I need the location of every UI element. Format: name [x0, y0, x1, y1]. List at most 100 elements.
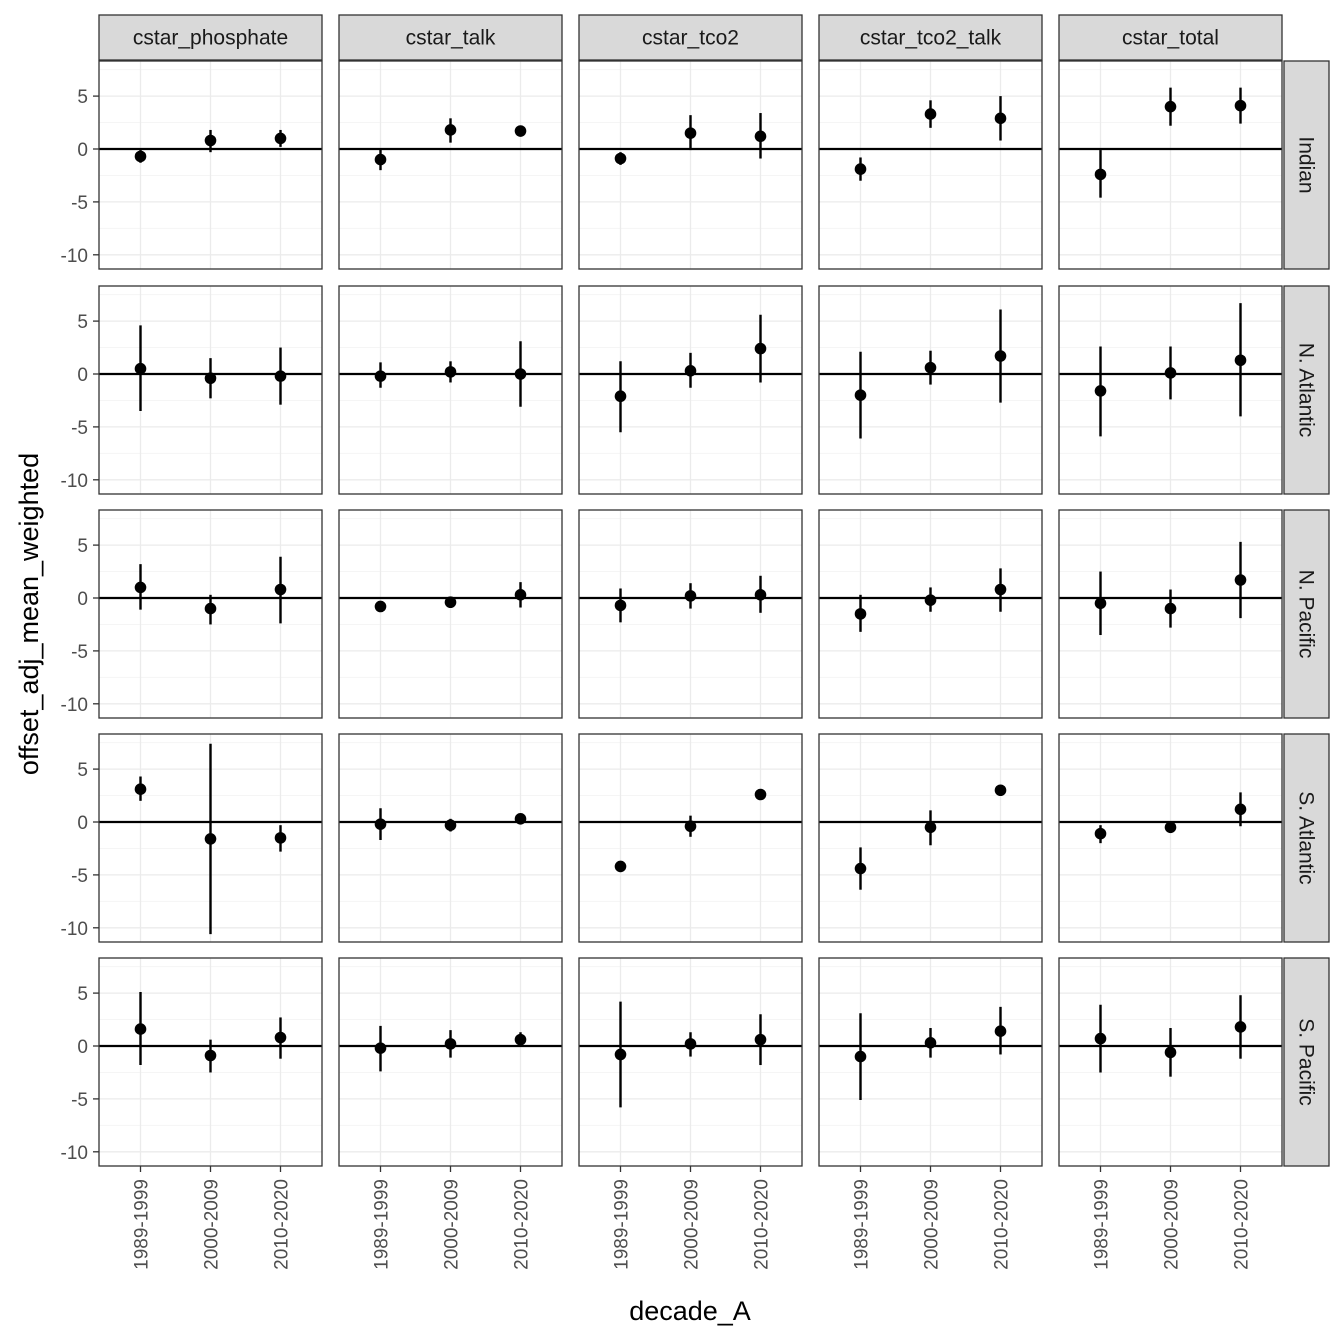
data-point [924, 361, 937, 374]
data-point [994, 784, 1007, 797]
axis-layer: cstar_phosphate cstar_talk cstar_tco2 cstar… [61, 14, 1330, 1270]
y-tick-label: 0 [77, 365, 88, 386]
panel-cstar_tco2-npacific [579, 510, 802, 718]
y-tick-label: 5 [77, 760, 88, 781]
x-tick-label: 1989-1999 [132, 1179, 153, 1270]
data-point [684, 365, 697, 377]
panel-border [818, 60, 1043, 270]
data-point [134, 581, 147, 594]
data-point [134, 150, 147, 163]
data-point [444, 819, 457, 831]
y-tick-label: -5 [71, 1090, 88, 1111]
row-strip-label: N. Pacific [1295, 570, 1318, 659]
panel-cstar_phosphate-indian [99, 61, 322, 269]
y-tick-label: -5 [71, 418, 88, 439]
row-strip [1283, 733, 1330, 943]
x-tick-label: 2010-2020 [1232, 1179, 1253, 1270]
data-point [374, 1042, 387, 1054]
data-point [374, 153, 387, 166]
panel-cstar_talk-natlantic [339, 286, 562, 494]
panel-cstar_talk-satlantic [339, 734, 562, 942]
data-point [274, 832, 287, 844]
panel-cstar_tco2_talk-natlantic [819, 286, 1042, 494]
data-point [854, 389, 867, 401]
data-point [374, 818, 387, 830]
data-point [614, 599, 627, 612]
y-axis-title: offset_adj_mean_weighted [14, 453, 44, 775]
data-point [1234, 803, 1247, 816]
data-point [134, 783, 147, 796]
data-point [1234, 1021, 1247, 1033]
column-strip [338, 14, 563, 61]
data-point [1164, 821, 1177, 834]
data-point [134, 362, 147, 375]
y-tick-label: -10 [61, 695, 88, 716]
panel-cstar_tco2-spacific [579, 958, 802, 1166]
data-point [134, 1023, 147, 1035]
y-tick-label: 5 [77, 87, 88, 108]
data-point [274, 132, 287, 145]
panel-border [98, 60, 323, 270]
panel-cstar_talk-spacific [339, 958, 562, 1166]
data-point [444, 366, 457, 378]
data-point [444, 596, 457, 609]
row-strip-label: N. Atlantic [1295, 343, 1318, 438]
y-tick-label: -5 [71, 642, 88, 663]
data-point [1094, 168, 1107, 181]
data-point [514, 589, 527, 601]
row-strip-label: Indian [1295, 136, 1318, 193]
panel-border [1058, 60, 1283, 270]
data-point [754, 130, 767, 143]
data-point [1234, 354, 1247, 367]
data-point [1094, 1032, 1107, 1045]
y-tick-label: -5 [71, 866, 88, 887]
data-point [924, 594, 937, 606]
row-strip [1283, 285, 1330, 495]
y-tick-label: -10 [61, 471, 88, 492]
data-point [204, 602, 217, 615]
row-strip [1283, 509, 1330, 719]
data-point [274, 370, 287, 382]
panel-border [338, 285, 563, 495]
panel-cstar_tco2-satlantic [579, 734, 802, 942]
panel-border [98, 509, 323, 719]
panel-border [98, 285, 323, 495]
x-tick-label: 1989-1999 [372, 1179, 393, 1270]
y-tick-label: 5 [77, 984, 88, 1005]
column-strip-label: cstar_total [1122, 27, 1219, 50]
x-tick-label: 2000-2009 [442, 1179, 463, 1270]
data-point [854, 163, 867, 175]
column-strip-label: cstar_tco2_talk [860, 27, 1002, 50]
panel-border [98, 733, 323, 943]
data-point [684, 590, 697, 602]
panel-border [818, 285, 1043, 495]
panel-cstar_tco2_talk-spacific [819, 958, 1042, 1166]
data-point [514, 813, 527, 825]
data-point [994, 350, 1007, 362]
x-tick-label: 2000-2009 [682, 1179, 703, 1270]
panel-border [818, 733, 1043, 943]
data-point [274, 1031, 287, 1044]
data-point [684, 1038, 697, 1050]
data-point [754, 589, 767, 601]
y-tick-label: -10 [61, 919, 88, 940]
data-point [754, 342, 767, 355]
data-point [994, 112, 1007, 125]
data-point [1164, 602, 1177, 615]
x-tick-label: 1989-1999 [612, 1179, 633, 1270]
data-point [514, 368, 527, 380]
data-point [274, 583, 287, 596]
x-tick-label: 1989-1999 [852, 1179, 873, 1270]
panel-border [818, 509, 1043, 719]
y-tick-label: 0 [77, 813, 88, 834]
x-tick-label: 2000-2009 [202, 1179, 223, 1270]
data-point [754, 1033, 767, 1046]
data-point [614, 390, 627, 403]
x-tick-label: 1989-1999 [1092, 1179, 1113, 1270]
panel-border [578, 733, 803, 943]
panel-border [578, 60, 803, 270]
data-point [614, 1048, 627, 1061]
data-point [1164, 1046, 1177, 1059]
y-tick-label: 0 [77, 1037, 88, 1058]
